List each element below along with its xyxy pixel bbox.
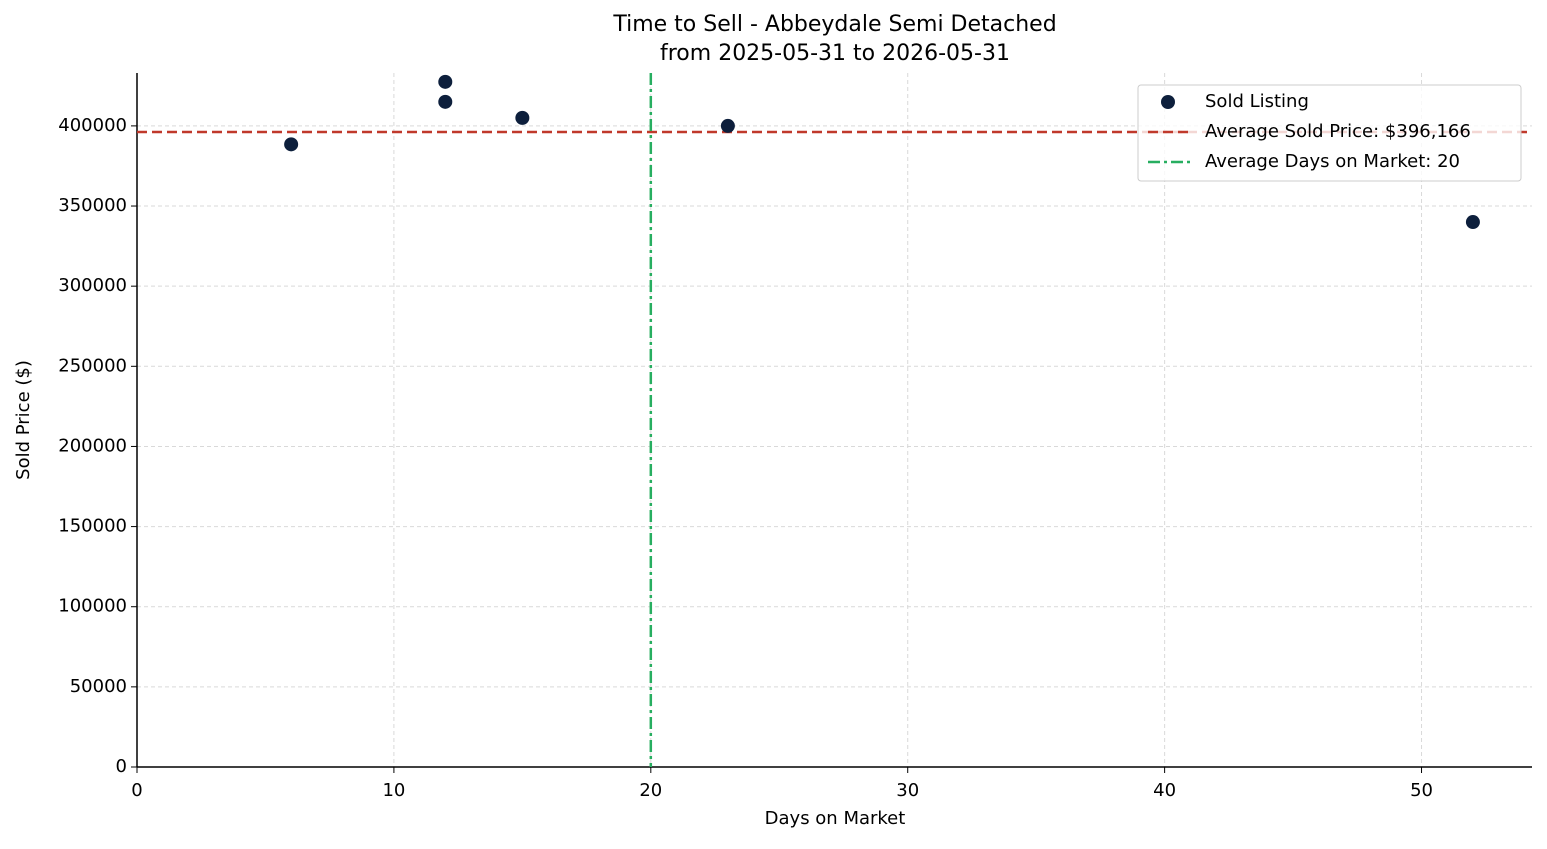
x-tick-label: 40: [1153, 780, 1176, 801]
y-tick-label: 300000: [58, 275, 127, 296]
y-tick-label: 350000: [58, 195, 127, 216]
x-tick-label: 0: [131, 780, 142, 801]
legend-box: [1137, 84, 1522, 182]
y-tick-label: 0: [116, 756, 127, 777]
point: [720, 118, 735, 133]
legend-label: Sold Listing: [1205, 91, 1309, 112]
legend-label: Average Days on Market: 20: [1205, 151, 1460, 172]
x-tick-label: 50: [1410, 780, 1433, 801]
point: [1465, 215, 1480, 230]
y-tick-label: 100000: [58, 596, 127, 617]
chart-subtitle: from 2025-05-31 to 2026-05-31: [660, 41, 1010, 66]
y-tick-label: 150000: [58, 516, 127, 537]
y-tick-label: 50000: [70, 676, 127, 697]
y-tick-label: 200000: [58, 435, 127, 456]
x-axis-label: Days on Market: [765, 808, 906, 829]
y-tick-label: 400000: [58, 115, 127, 136]
x-tick-label: 10: [382, 780, 405, 801]
point: [438, 74, 453, 89]
y-tick-label: 250000: [58, 355, 127, 376]
point: [515, 110, 530, 125]
point: [438, 94, 453, 109]
legend-marker: [1161, 95, 1175, 109]
point: [284, 137, 299, 152]
y-axis-label: Sold Price ($): [13, 360, 34, 480]
legend-label: Average Sold Price: $396,166: [1205, 121, 1471, 142]
x-tick-label: 20: [639, 780, 662, 801]
x-tick-label: 30: [896, 780, 919, 801]
chart-title: Time to Sell - Abbeydale Semi Detached: [612, 12, 1056, 37]
